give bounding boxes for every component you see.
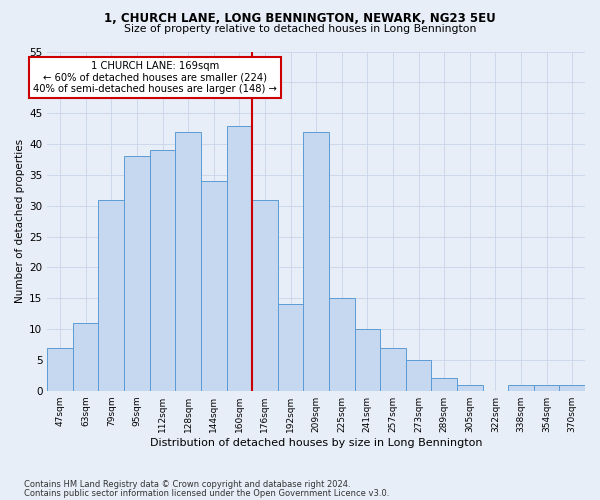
Bar — [47, 348, 73, 391]
Bar — [73, 323, 98, 390]
Y-axis label: Number of detached properties: Number of detached properties — [15, 139, 25, 303]
Text: Contains public sector information licensed under the Open Government Licence v3: Contains public sector information licen… — [24, 489, 389, 498]
Bar — [98, 200, 124, 390]
Bar — [380, 348, 406, 391]
Bar — [304, 132, 329, 390]
Bar — [534, 384, 559, 390]
Bar — [252, 200, 278, 390]
X-axis label: Distribution of detached houses by size in Long Bennington: Distribution of detached houses by size … — [150, 438, 482, 448]
Bar — [406, 360, 431, 390]
Bar — [227, 126, 252, 390]
Bar — [278, 304, 304, 390]
Bar — [431, 378, 457, 390]
Bar — [457, 384, 482, 390]
Bar — [329, 298, 355, 390]
Bar — [150, 150, 175, 390]
Bar — [175, 132, 201, 390]
Bar — [201, 181, 227, 390]
Bar — [559, 384, 585, 390]
Text: Size of property relative to detached houses in Long Bennington: Size of property relative to detached ho… — [124, 24, 476, 34]
Text: Contains HM Land Registry data © Crown copyright and database right 2024.: Contains HM Land Registry data © Crown c… — [24, 480, 350, 489]
Text: 1 CHURCH LANE: 169sqm
← 60% of detached houses are smaller (224)
40% of semi-det: 1 CHURCH LANE: 169sqm ← 60% of detached … — [33, 61, 277, 94]
Bar — [508, 384, 534, 390]
Bar — [124, 156, 150, 390]
Text: 1, CHURCH LANE, LONG BENNINGTON, NEWARK, NG23 5EU: 1, CHURCH LANE, LONG BENNINGTON, NEWARK,… — [104, 12, 496, 24]
Bar — [355, 329, 380, 390]
